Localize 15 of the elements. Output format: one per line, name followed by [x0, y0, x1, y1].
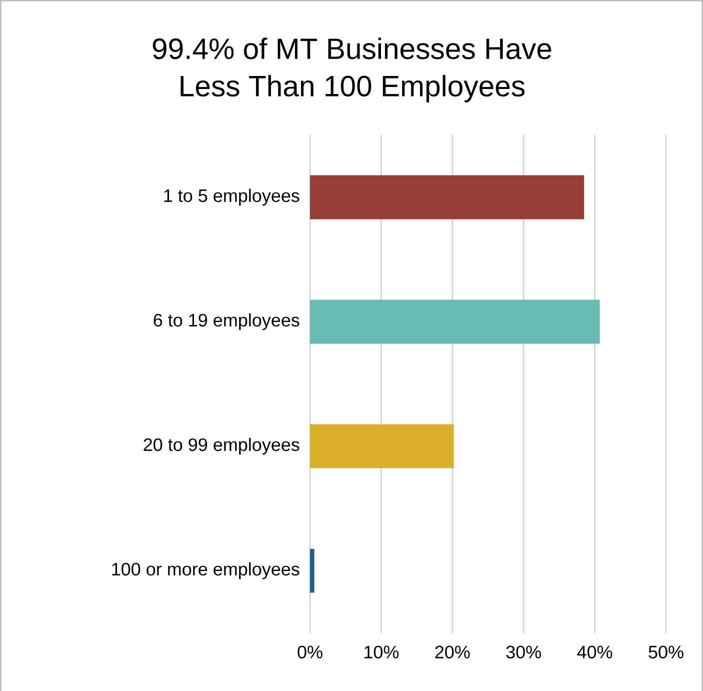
- bar: [310, 424, 454, 468]
- bar: [310, 300, 600, 344]
- x-tick-label: 30%: [506, 646, 541, 658]
- y-tick-label: 6 to 19 employees: [154, 313, 300, 330]
- y-tick-label: 100 or more employees: [112, 562, 300, 580]
- x-tick-label: 20%: [435, 646, 470, 658]
- x-tick-label: 50%: [648, 646, 684, 658]
- bar: [310, 175, 584, 220]
- chart-title: 99.4% of MT Businesses Have Less Than 100 Employees: [152, 38, 552, 102]
- x-tick-label: 0%: [298, 646, 322, 658]
- x-tick-label: 40%: [577, 646, 612, 658]
- y-tick-label: 20 to 99 employees: [144, 438, 300, 455]
- y-tick-label: 1 to 5 employees: [164, 188, 300, 206]
- bar: [310, 548, 314, 593]
- x-tick-label: 10%: [364, 646, 399, 658]
